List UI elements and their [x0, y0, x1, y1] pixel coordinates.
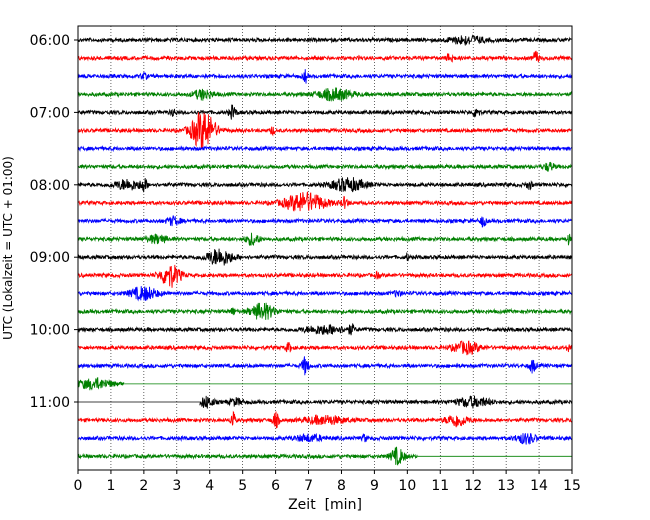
x-tick-label-4: 4 — [205, 478, 214, 494]
trace-1130 — [77, 432, 572, 446]
trace-0645 — [77, 87, 573, 102]
x-tick-label-9: 9 — [370, 478, 379, 494]
seismogram-traces — [77, 34, 573, 466]
y-tick-label-1100: 11:00 — [30, 395, 70, 411]
trace-1115 — [77, 410, 573, 429]
trace-1030 — [77, 356, 573, 376]
trace-0830 — [77, 215, 573, 228]
x-axis-label: Zeit [min] — [288, 497, 362, 513]
trace-1100 — [199, 395, 572, 409]
x-tick-label-3: 3 — [172, 478, 181, 494]
trace-1015 — [77, 340, 572, 356]
trace-0615 — [77, 50, 573, 63]
trace-0745 — [77, 161, 572, 172]
trace-0915 — [77, 264, 572, 288]
trace-0900 — [77, 248, 573, 266]
x-tick-label-6: 6 — [271, 478, 280, 494]
x-tick-label-7: 7 — [304, 478, 313, 494]
x-axis-ticks: 0 1 2 3 4 5 6 7 8 9 10 11 12 13 14 15 — [74, 470, 581, 494]
x-tick-label-12: 12 — [464, 478, 482, 494]
x-tick-label-2: 2 — [139, 478, 148, 494]
y-axis-ticks: 06:00 07:00 08:00 09:00 10:00 11:00 — [30, 33, 78, 411]
y-axis-label: UTC (Lokalzeit = UTC + 01:00) — [1, 156, 15, 340]
y-tick-label-0800: 08:00 — [30, 178, 70, 194]
y-tick-label-0600: 06:00 — [30, 33, 70, 49]
x-tick-label-10: 10 — [398, 478, 416, 494]
trace-0715 — [77, 112, 572, 150]
x-tick-label-5: 5 — [238, 478, 247, 494]
grid-lines — [110, 26, 540, 470]
trace-0630 — [77, 69, 573, 84]
x-tick-label-15: 15 — [563, 478, 581, 494]
x-tick-label-0: 0 — [74, 478, 83, 494]
y-tick-label-0700: 07:00 — [30, 105, 70, 121]
x-tick-label-1: 1 — [106, 478, 115, 494]
x-tick-label-13: 13 — [497, 478, 515, 494]
trace-1145 — [77, 446, 418, 466]
trace-0845 — [77, 232, 573, 246]
y-tick-label-0900: 09:00 — [30, 250, 70, 266]
x-tick-label-14: 14 — [530, 478, 548, 494]
trace-1000 — [77, 323, 573, 336]
x-tick-label-11: 11 — [431, 478, 449, 494]
trace-0945 — [77, 302, 572, 320]
trace-0930 — [77, 286, 572, 302]
y-tick-label-1000: 10:00 — [30, 323, 70, 339]
trace-0815 — [77, 191, 573, 212]
trace-0800 — [77, 177, 573, 193]
plot-frame — [77, 25, 573, 471]
trace-0730 — [77, 144, 572, 152]
trace-0700 — [77, 104, 573, 120]
trace-0600 — [77, 34, 572, 46]
x-tick-label-8: 8 — [337, 478, 346, 494]
trace-1045 — [77, 377, 125, 391]
